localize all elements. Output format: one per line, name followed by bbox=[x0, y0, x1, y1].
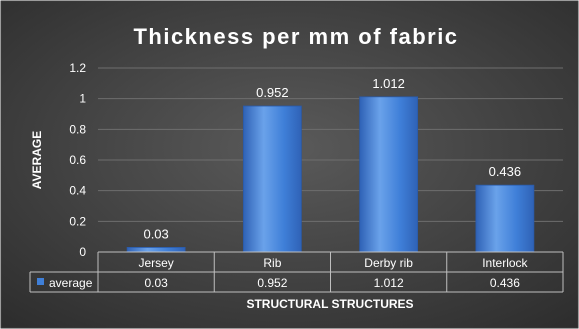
legend-key bbox=[37, 278, 44, 285]
y-tick-label: 0.2 bbox=[69, 214, 86, 228]
data-label: 0.436 bbox=[489, 164, 522, 179]
bar-interlock bbox=[475, 184, 535, 253]
data-label: 0.03 bbox=[143, 226, 168, 241]
chart-title: Thickness per mm of fabric bbox=[133, 24, 458, 49]
y-tick-label: 1 bbox=[79, 92, 86, 106]
x-category-label: Rib bbox=[263, 256, 281, 270]
table-value: 1.012 bbox=[374, 276, 404, 290]
table-value: 0.03 bbox=[144, 276, 168, 290]
table-value: 0.952 bbox=[257, 276, 287, 290]
y-tick-label: 0.8 bbox=[69, 122, 86, 136]
data-label: 1.012 bbox=[372, 76, 405, 91]
legend-series-label: average bbox=[49, 276, 93, 290]
y-tick-label: 0 bbox=[79, 245, 86, 259]
x-category-label: Interlock bbox=[482, 256, 528, 270]
y-tick-label: 0.4 bbox=[69, 184, 86, 198]
y-axis-label: AVERAGE bbox=[30, 131, 44, 189]
bar-rib bbox=[242, 105, 302, 253]
bar-jersey bbox=[126, 246, 186, 253]
x-category-label: Jersey bbox=[138, 256, 173, 270]
y-tick-label: 1.2 bbox=[69, 61, 86, 75]
x-axis-label: STRUCTURAL STRUCTURES bbox=[246, 297, 413, 311]
x-category-label: Derby rib bbox=[364, 256, 413, 270]
data-label: 0.952 bbox=[256, 85, 289, 100]
bar-derby-rib bbox=[359, 96, 419, 253]
y-tick-label: 0.6 bbox=[69, 153, 86, 167]
table-value: 0.436 bbox=[490, 276, 520, 290]
